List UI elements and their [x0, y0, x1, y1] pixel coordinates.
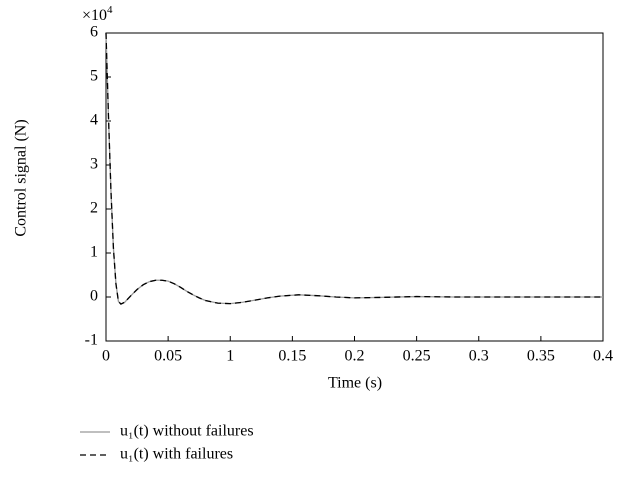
y-multiplier-base: ×10: [82, 7, 107, 24]
x-tick-label: 0.25: [403, 348, 431, 365]
x-tick-label: 0.15: [278, 348, 306, 365]
y-multiplier-exponent: 4: [107, 4, 113, 16]
x-tick-label: 0.35: [527, 348, 555, 365]
series-line: [105, 32, 603, 305]
x-tick-label: 0.05: [154, 348, 182, 365]
y-axis-title: Control signal (N): [13, 119, 30, 236]
y-multiplier: ×104: [82, 4, 113, 24]
y-tick-label: 3: [90, 156, 98, 173]
series-line: [105, 32, 603, 305]
legend-label: u₁(t) with failures: [120, 446, 233, 463]
x-tick-label: 0: [102, 348, 110, 365]
y-tick-label: -1: [85, 332, 98, 349]
x-axis-title: Time (s): [328, 375, 382, 392]
y-tick-label: 2: [90, 200, 98, 217]
y-tick-label: 6: [90, 24, 98, 41]
legend-label: u₁(t) without failures: [120, 423, 254, 440]
y-tick-label: 4: [90, 112, 98, 129]
x-tick-label: 0.2: [345, 348, 365, 365]
x-tick-label: 0.3: [469, 348, 489, 365]
plot-frame: [105, 32, 604, 342]
y-tick-label: 0: [90, 288, 98, 305]
x-tick-label: 1: [226, 348, 234, 365]
y-tick-label: 1: [90, 244, 98, 261]
x-tick-label: 0.4: [593, 348, 613, 365]
y-tick-label: 5: [90, 68, 98, 85]
